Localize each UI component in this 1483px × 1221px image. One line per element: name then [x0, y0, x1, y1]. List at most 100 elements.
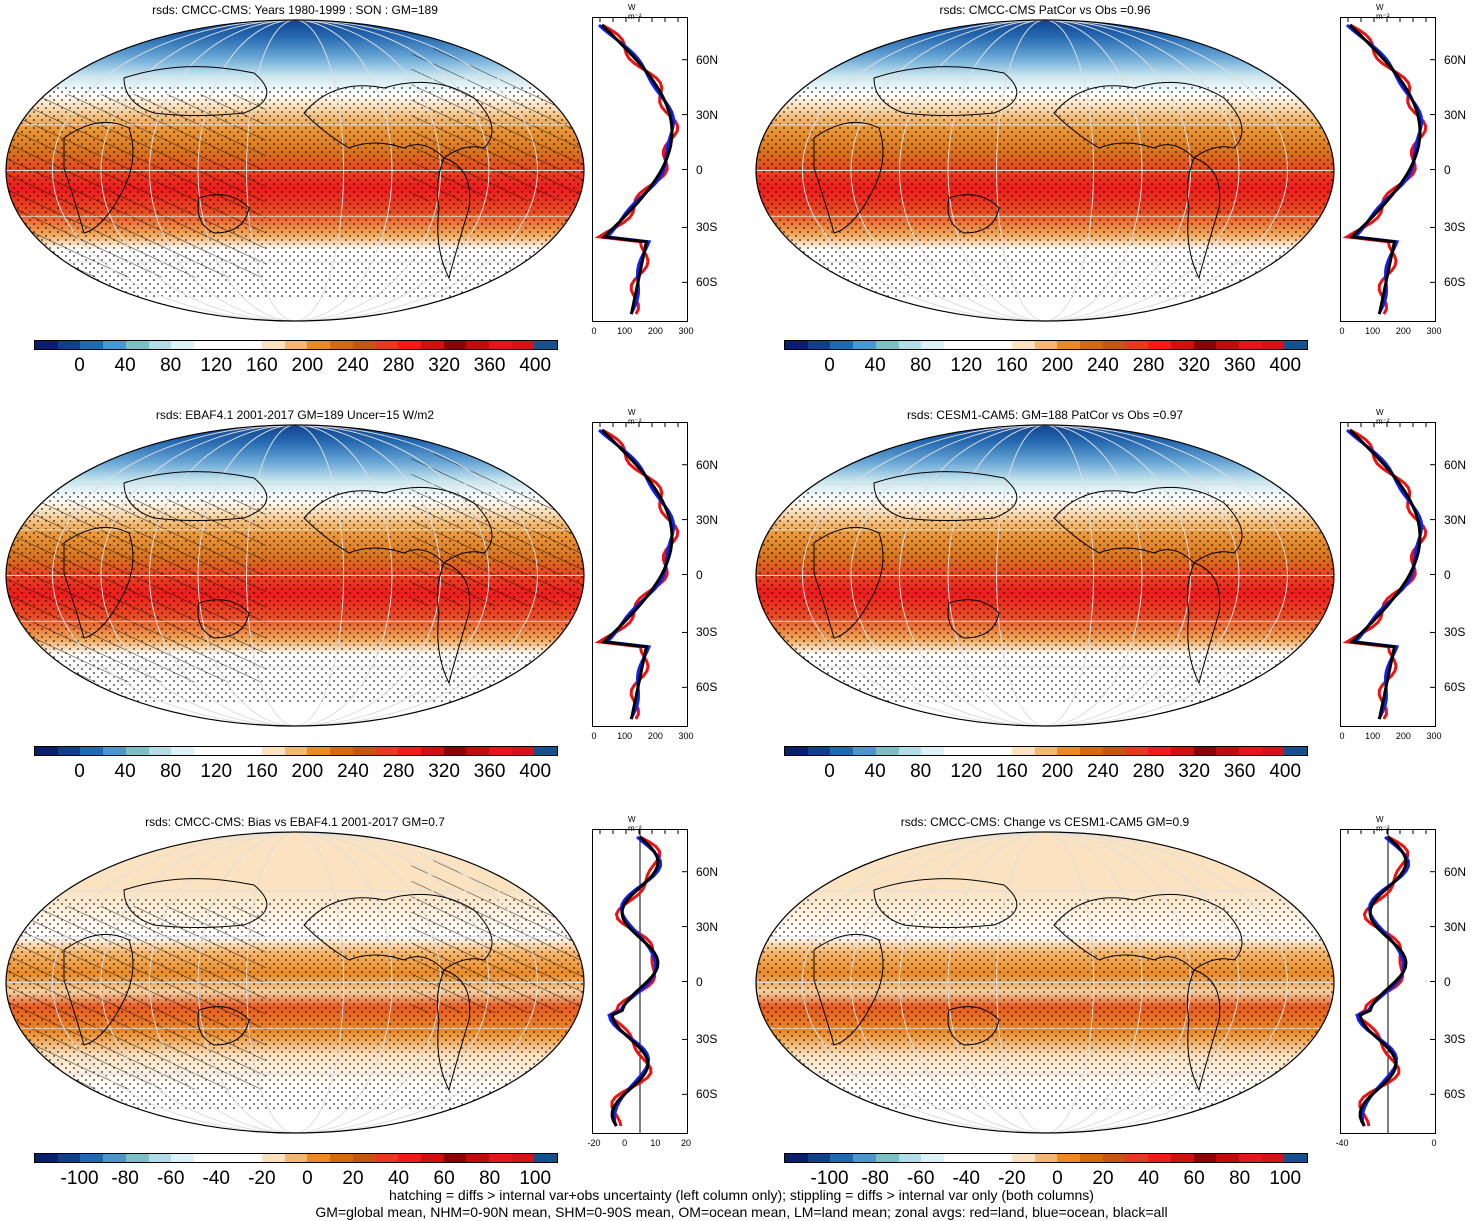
lat-label: 30S [696, 625, 718, 640]
colorbar-swatch [148, 341, 172, 349]
lat-label: 60S [1444, 275, 1466, 290]
colorbar-swatch [284, 747, 308, 755]
footnote-line2: GM=global mean, NHM=0-90N mean, SHM=0-90… [315, 1204, 1168, 1220]
colorbar-swatch [1261, 1154, 1285, 1162]
colorbar-swatch [1216, 1154, 1240, 1162]
colorbar-swatch [375, 1154, 399, 1162]
colorbar-swatch [1148, 747, 1171, 755]
colorbar-swatch [830, 341, 854, 349]
profile-unit: W m⁻² [1376, 408, 1390, 426]
colorbar-swatch [35, 1154, 58, 1162]
colorbar-swatch [489, 1154, 512, 1162]
profile-xtick: 100 [1365, 326, 1381, 336]
colorbar-tick-label: 280 [1132, 355, 1165, 376]
colorbar-swatch [193, 341, 217, 349]
profile-xtick: 100 [617, 326, 633, 336]
colorbar-swatch [875, 341, 899, 349]
colorbar-swatch [330, 341, 353, 349]
lat-label: 0 [696, 162, 703, 177]
profile-xtick: 300 [678, 731, 694, 741]
colorbar-swatch [125, 341, 149, 349]
colorbar [34, 746, 558, 756]
colorbar-swatch [443, 747, 467, 755]
colorbar-swatch [853, 341, 876, 349]
colorbar-tick-label: 80 [910, 355, 932, 376]
profile-xtick: 100 [617, 731, 633, 741]
colorbar-tick-label: 80 [160, 761, 182, 782]
zonal-profile [1340, 422, 1436, 727]
colorbar-tick-label: 0 [824, 761, 835, 782]
lat-label: 60S [696, 275, 718, 290]
colorbar-swatch [1080, 341, 1103, 349]
colorbar-swatch [125, 1154, 149, 1162]
colorbar-tick-label: 40 [114, 355, 136, 376]
lat-label: 0 [696, 567, 703, 582]
colorbar-tick-label: 160 [245, 761, 278, 782]
colorbar-swatch [466, 1154, 490, 1162]
colorbar-tick-label: 100 [1269, 1168, 1302, 1189]
colorbar-swatch [1284, 1154, 1308, 1162]
profile-xtick: 300 [678, 326, 694, 336]
colorbar-swatch [352, 341, 376, 349]
colorbar-swatch [875, 747, 899, 755]
profile-xtick: 10 [650, 1138, 661, 1148]
colorbar-swatch [307, 341, 331, 349]
colorbar-swatch [80, 747, 104, 755]
colorbar-swatch [1125, 341, 1149, 349]
colorbar-tick-label: 20 [1092, 1168, 1114, 1189]
profile-xtick: -40 [1335, 1138, 1349, 1148]
colorbar-tick-label: 120 [200, 355, 233, 376]
colorbar-swatch [1057, 1154, 1081, 1162]
colorbar-tick-label: 240 [337, 355, 369, 376]
colorbar-swatch [1012, 1154, 1035, 1162]
colorbar-swatch [35, 341, 58, 349]
colorbar-swatch [807, 1154, 831, 1162]
colorbar-swatch [785, 1154, 808, 1162]
colorbar-swatch [57, 341, 81, 349]
map-title: rsds: CMCC-CMS PatCor vs Obs =0.96 [939, 3, 1151, 17]
colorbar-tick-label: 120 [200, 761, 233, 782]
map-title: rsds: CMCC-CMS: Change vs CESM1-CAM5 GM=… [900, 815, 1190, 829]
colorbar-tick-label: -80 [861, 1168, 889, 1189]
profile-xtick: 200 [647, 326, 663, 336]
lat-label: 60N [1444, 52, 1467, 67]
colorbar-swatch [239, 341, 263, 349]
profile-unit: W m⁻² [628, 3, 642, 21]
colorbar-swatch [921, 747, 944, 755]
colorbar-swatch [57, 747, 81, 755]
colorbar-swatch [103, 747, 126, 755]
colorbar-swatch [262, 1154, 285, 1162]
all-zonal-line [1348, 428, 1422, 720]
colorbar-swatch [262, 341, 285, 349]
all-zonal-line [600, 428, 674, 720]
profile-xtick: 0 [1431, 1138, 1437, 1148]
zonal-profile [592, 829, 688, 1134]
colorbar-swatch [943, 341, 967, 349]
colorbar-swatch [375, 341, 399, 349]
colorbar-swatch [1034, 341, 1058, 349]
colorbar-tick-label: 120 [950, 761, 983, 782]
colorbar-tick-label: 40 [864, 761, 886, 782]
colorbar-tick-label: 360 [1223, 761, 1256, 782]
zonal-profile [592, 17, 688, 322]
colorbar-swatch [398, 747, 421, 755]
colorbar-tick-label: 280 [382, 761, 415, 782]
colorbar-swatch [989, 1154, 1013, 1162]
colorbar-swatch [898, 747, 922, 755]
colorbar-swatch [1012, 747, 1035, 755]
colorbar-tick-label: 200 [291, 761, 324, 782]
colorbar-swatch [398, 341, 421, 349]
colorbar-swatch [853, 747, 876, 755]
colorbar-swatch [193, 747, 217, 755]
colorbar-swatch [103, 1154, 126, 1162]
colorbar-swatch [830, 1154, 854, 1162]
colorbar-tick-label: 80 [479, 1168, 501, 1189]
world-map [755, 424, 1335, 727]
lat-label: 60N [696, 52, 719, 67]
colorbar-tick-label: -40 [952, 1168, 980, 1189]
colorbar-tick-label: 320 [1178, 761, 1210, 782]
colorbar-swatch [284, 1154, 308, 1162]
colorbar-swatch [807, 341, 831, 349]
colorbar-swatch [921, 341, 944, 349]
colorbar-tick-label: 200 [291, 355, 324, 376]
